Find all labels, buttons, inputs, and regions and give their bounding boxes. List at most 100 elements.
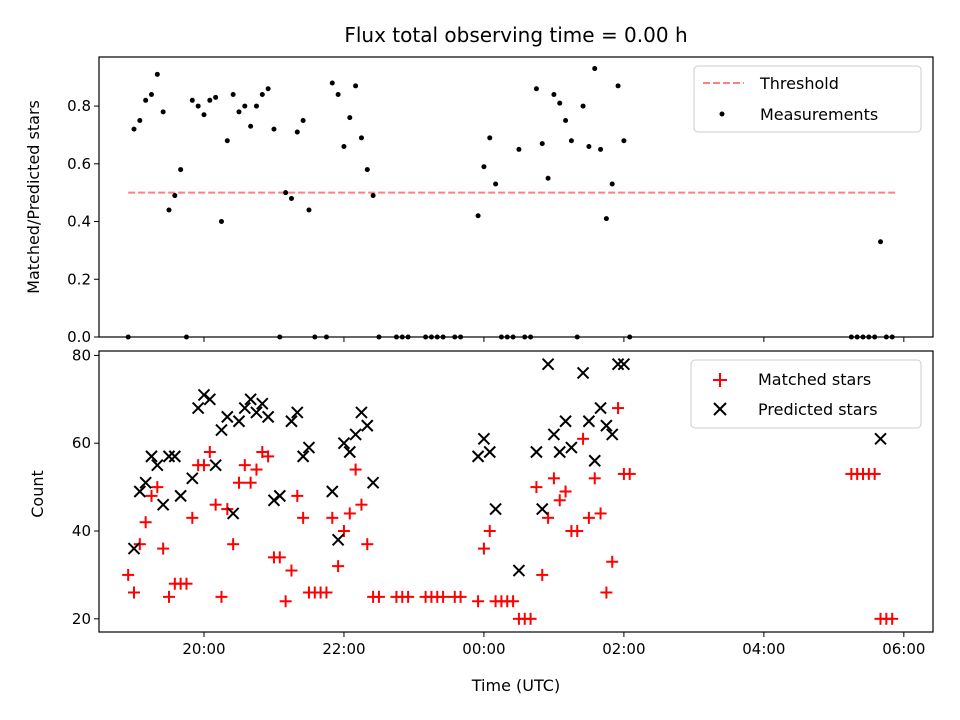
predicted-point (582, 415, 596, 428)
measurement-point (493, 181, 499, 187)
matched-point (157, 542, 170, 555)
bottom-legend-box (690, 359, 922, 429)
matched-point (285, 564, 298, 577)
measurement-point (265, 86, 271, 92)
matched-point (203, 445, 216, 458)
matched-point (273, 551, 286, 564)
predicted-point (256, 397, 269, 410)
matched-point (244, 476, 257, 489)
predicted-point (191, 401, 205, 415)
predicted-point (530, 445, 543, 459)
matched-point (530, 481, 543, 494)
predicted-point (285, 415, 298, 428)
matched-point (180, 577, 193, 590)
matched-point (320, 586, 333, 599)
measurement-point (224, 138, 230, 144)
measurement-point (539, 141, 545, 147)
matched-point (536, 568, 549, 581)
predicted-point (337, 436, 351, 450)
legend-matched-swatch (713, 373, 727, 387)
measurement-point (207, 97, 213, 103)
matched-point (209, 498, 222, 511)
measurement-point (154, 71, 160, 77)
bottom-y-tick-label: 40 (72, 522, 91, 540)
measurement-point (358, 135, 364, 141)
measurement-point (253, 103, 259, 109)
bottom-y-tick-label: 20 (72, 610, 91, 628)
x-tick-label: 02:00 (602, 640, 645, 658)
x-tick-label: 00:00 (462, 640, 505, 658)
measurement-point (370, 193, 376, 199)
predicted-point (331, 533, 345, 547)
measurement-point (143, 97, 149, 103)
matched-point (472, 595, 485, 608)
measurement-point (568, 138, 574, 144)
predicted-point (588, 454, 601, 467)
top-y-tick-label: 0.4 (67, 213, 91, 231)
measurement-point (580, 103, 586, 109)
predicted-point (483, 445, 496, 459)
measurement-point (475, 213, 481, 219)
matched-point (606, 555, 619, 568)
matched-point (332, 560, 345, 573)
matched-point (355, 498, 368, 511)
predicted-point (576, 366, 590, 380)
matched-point (483, 525, 496, 538)
measurement-point (271, 126, 277, 132)
predicted-point (477, 432, 491, 446)
bottom-legend: Matched stars Predicted stars (690, 359, 922, 429)
predicted-point (133, 485, 147, 498)
measurement-point (533, 86, 539, 92)
matched-point (279, 595, 292, 608)
matched-point (343, 507, 356, 520)
predicted-point (600, 419, 613, 432)
predicted-point (541, 357, 555, 371)
bottom-axes-frame (98, 350, 934, 633)
measurement-point (213, 94, 219, 100)
matched-point (232, 476, 245, 489)
matched-point (600, 586, 613, 599)
predicted-point (559, 415, 572, 428)
predicted-point (127, 542, 141, 555)
measurement-point (248, 123, 254, 129)
measurement-point (148, 92, 154, 98)
measurement-point (615, 83, 621, 89)
bottom-plot-area (122, 357, 899, 625)
predicted-point (174, 489, 187, 503)
predicted-point (232, 415, 246, 428)
measurement-point (195, 103, 201, 109)
predicted-point (244, 393, 257, 406)
bottom-y-ticks: 20 40 60 80 (72, 346, 99, 628)
matched-point (477, 542, 490, 555)
matched-point (559, 485, 572, 498)
predicted-point (594, 401, 607, 415)
predicted-point (221, 410, 234, 424)
predicted-point (151, 458, 164, 472)
matched-point (221, 503, 234, 516)
measurement-point (172, 193, 178, 199)
top-legend: Threshold Measurements (693, 65, 922, 133)
measurement-point (160, 109, 166, 115)
predicted-point (471, 450, 485, 463)
predicted-point (611, 357, 625, 371)
matched-point (594, 507, 607, 520)
predicted-point (203, 393, 217, 406)
matched-point (238, 459, 251, 472)
measurement-point (189, 97, 195, 103)
matched-point (349, 463, 362, 476)
legend-measurements-swatch (719, 111, 725, 117)
matched-point (886, 612, 899, 625)
bottom-y-tick-label: 60 (72, 434, 91, 452)
measurement-point (300, 118, 306, 124)
matched-point (588, 472, 601, 485)
measurement-point (603, 216, 609, 222)
matched-point (582, 511, 595, 524)
predicted-point (343, 445, 356, 459)
measurement-point (586, 143, 592, 149)
chart-title: Flux total observing time = 0.00 h (344, 23, 687, 47)
matched-point (868, 467, 881, 480)
predicted-point (261, 410, 275, 424)
x-tick-label: 20:00 (182, 640, 225, 658)
predicted-point (209, 458, 222, 472)
predicted-point (553, 445, 566, 459)
